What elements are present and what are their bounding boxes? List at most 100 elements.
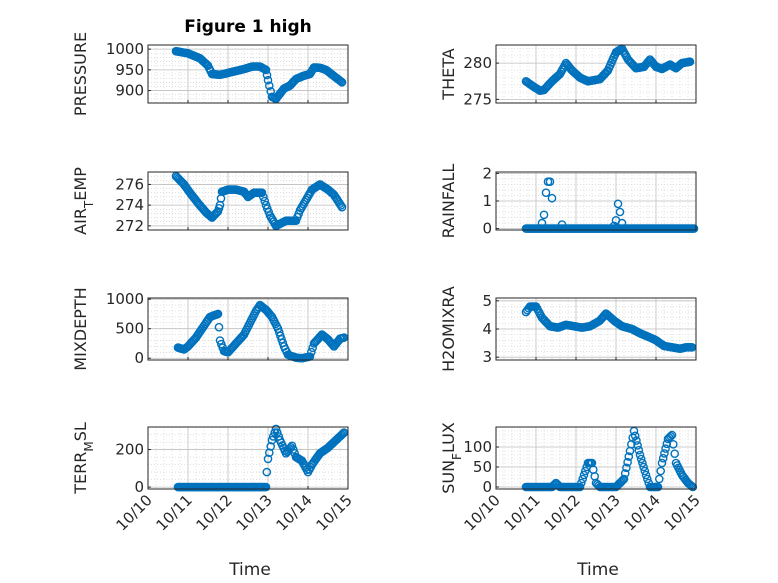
axes-frame [495,44,697,104]
y-tick-label: 0 [482,220,492,238]
axes-background [495,44,697,104]
data-point [617,476,627,486]
y-tick-label: 900 [115,82,144,100]
y-axis-label: PRESSURE [71,32,90,116]
data-point [669,439,678,449]
data-point [620,469,630,478]
data-point [689,224,699,233]
data-point [213,309,223,319]
data-point [578,474,588,484]
data-point [630,431,640,441]
subplot-mixdepth: 0 500 1000 MIXDEPTH [71,287,349,371]
data-point [661,444,670,453]
data-point [539,210,549,220]
axes-frame [147,426,349,490]
data-point [635,450,645,460]
axes-frame [147,297,349,361]
data-point [337,430,347,440]
data-point [575,482,585,492]
subplot-rainfall: 0 1 2 RAINFALL [439,164,699,239]
subplot-theta: 275 280 THETA [439,44,697,108]
x-tick-label: 10/10 [113,491,156,534]
data-point [632,436,641,445]
y-tick-label: 5 [482,292,492,310]
y-axis-label: SUNFLUX [439,422,464,494]
x-axis-label: Time [576,560,619,580]
data-point [653,482,663,492]
data-point [665,433,674,443]
y-axis-label: TERRMSL [71,422,96,495]
y-tick-label: 1000 [106,40,144,58]
data-point [336,77,346,86]
data-point [272,428,282,437]
subplot-terr-msl: 0 200 TERRMSL 10/1010/1110/1210/1310/1410/1… [71,422,356,580]
data-point [205,211,214,220]
data-point [337,202,347,212]
subplot-sun-flux: 0 50 100SUNFLUX10/1010/1110/1210/1310/1410… [439,422,704,580]
data-point [306,347,316,357]
y-axis-label: H2OMIXRA [439,286,458,372]
x-tick-label: 10/13 [233,491,276,534]
data-point [257,188,267,197]
data-point [581,466,590,476]
data-point [657,458,667,468]
data-point [263,75,273,85]
y-tick-label: 500 [115,320,144,338]
x-tick-label: 10/10 [461,491,504,534]
data-point [557,220,567,229]
axes-frame [495,426,697,490]
data-point [262,70,272,80]
data-point [670,449,680,459]
y-tick-label: 272 [115,217,144,235]
data-point [212,208,222,217]
data-point [639,462,648,472]
y-tick-label: 274 [115,196,144,214]
data-point [666,431,676,441]
y-tick-label: 2 [482,164,492,182]
y-tick-label: 0 [134,478,144,496]
data-point [264,81,274,90]
data-point [619,474,629,484]
data-point [335,76,345,85]
data-point [261,65,271,75]
y-tick-label: 1000 [106,290,144,308]
data-point [288,445,298,454]
y-axis-label: THETA [439,48,458,100]
data-point [541,188,551,197]
data-point [579,470,589,480]
data-point [286,442,296,452]
data-point [214,322,224,332]
data-point [267,435,277,445]
y-axis-label: AIRTEMP [71,167,96,235]
x-tick-label: 10/14 [273,491,316,534]
y-tick-label: 276 [115,175,144,193]
data-point [537,218,547,228]
data-point [655,474,664,484]
y-tick-label: 280 [463,54,492,72]
data-point [640,466,650,476]
data-point [643,474,652,484]
data-point [658,453,668,463]
x-tick-label: 10/12 [193,491,236,534]
data-point [263,454,273,464]
subplot-h2omixra: 3 4 5 H2OMIXRA [439,286,697,372]
data-point [609,221,619,231]
chart-title: Figure 1 high [184,17,312,37]
y-axis-label: RAINFALL [439,164,458,239]
data-point [667,430,677,440]
data-point [623,457,632,467]
y-tick-label: 0 [134,349,144,367]
y-tick-label: 3 [482,348,492,366]
x-tick-label: 10/12 [541,491,584,534]
x-tick-label: 10/15 [661,491,704,534]
data-point [638,458,647,468]
data-point [545,177,555,186]
x-tick-label: 10/11 [501,491,544,534]
data-point [613,199,623,209]
data-point [687,481,696,491]
data-point [260,196,270,206]
y-tick-label: 0 [482,478,492,496]
subplot-air-temp: 272 274 276 AIRTEMP [71,167,349,235]
